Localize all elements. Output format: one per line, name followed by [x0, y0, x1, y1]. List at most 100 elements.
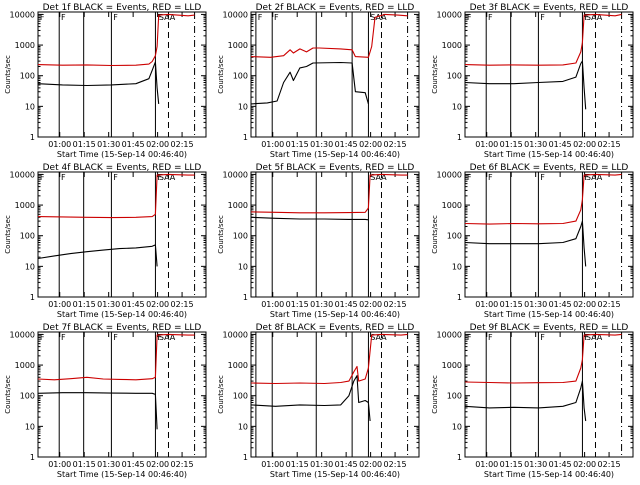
y-axis-label: Counts/sec — [431, 375, 439, 414]
y-tick-label: 10 — [238, 102, 248, 111]
y-tick-label: 10000 — [10, 170, 35, 179]
plot-frame — [37, 331, 207, 458]
x-tick-label: 01:15 — [73, 300, 96, 309]
x-tick-label: 01:45 — [335, 300, 358, 309]
series-line-lld — [37, 13, 195, 67]
y-tick-label: 10000 — [437, 330, 462, 339]
marker-label: F — [40, 173, 45, 182]
y-tick-label: 100 — [447, 392, 462, 401]
marker-label: F — [157, 173, 162, 182]
x-tick-label: 01:45 — [549, 140, 572, 149]
x-tick-label: 01:00 — [48, 460, 71, 469]
x-axis-label: Start Time (15-Sep-14 00:46:40) — [484, 150, 614, 159]
series-line-events — [250, 375, 371, 422]
panel-title: Det 2f BLACK = Events, RED = LLD — [256, 3, 415, 13]
x-tick-label: 02:00 — [573, 460, 596, 469]
series-line-lld — [37, 333, 195, 381]
x-axis-label: Start Time (15-Sep-14 00:46:40) — [57, 310, 187, 319]
marker-label: F — [113, 173, 118, 182]
x-tick-label: 01:30 — [97, 300, 120, 309]
series-line-lld — [250, 333, 408, 385]
series-line-events — [37, 61, 160, 104]
y-tick-label: 10 — [452, 422, 462, 431]
x-tick-label: 02:00 — [573, 300, 596, 309]
marker-label: F — [488, 173, 493, 182]
x-tick-label: 01:30 — [310, 460, 333, 469]
plot-frame — [37, 171, 207, 298]
series-line-lld — [37, 173, 195, 219]
series-line-lld — [464, 333, 622, 384]
y-tick-label: 1 — [30, 453, 35, 462]
y-tick-label: 100 — [20, 392, 35, 401]
panel-title: Det 1f BLACK = Events, RED = LLD — [43, 3, 202, 13]
x-tick-label: 02:15 — [384, 460, 407, 469]
y-tick-label: 1000 — [228, 41, 248, 50]
detector-panel: Det 5f BLACK = Events, RED = LLD 1 10 100 10… — [217, 163, 420, 319]
marker-label: SAA — [370, 13, 387, 22]
marker-label: SAA — [586, 13, 603, 22]
y-tick-label: 100 — [447, 232, 462, 241]
marker-label: SAA — [370, 333, 387, 342]
x-axis-label: Start Time (15-Sep-14 00:46:40) — [57, 470, 187, 479]
x-tick-label: 01:45 — [335, 460, 358, 469]
x-tick-label: 01:15 — [73, 140, 96, 149]
marker-label: SAA — [370, 173, 387, 182]
series-line-lld — [464, 173, 622, 225]
series-line-lld — [464, 13, 622, 66]
marker-label: F — [40, 13, 45, 22]
y-tick-label: 1 — [30, 133, 35, 142]
marker-label: F — [157, 13, 162, 22]
x-tick-label: 02:15 — [171, 300, 194, 309]
detector-panel: Det 9f BLACK = Events, RED = LLD 1 10 100 10… — [431, 323, 634, 479]
series-line-events — [37, 392, 158, 430]
x-tick-label: 01:00 — [475, 460, 498, 469]
panel-title: Det 8f BLACK = Events, RED = LLD — [256, 323, 415, 333]
marker-label: F — [488, 333, 493, 342]
x-tick-label: 02:15 — [171, 140, 194, 149]
x-tick-label: 01:00 — [261, 460, 284, 469]
y-tick-label: 10000 — [437, 10, 462, 19]
panel-title: Det 6f BLACK = Events, RED = LLD — [470, 163, 629, 173]
y-tick-label: 10 — [452, 102, 462, 111]
x-tick-label: 02:00 — [573, 140, 596, 149]
marker-label: F — [584, 13, 589, 22]
x-tick-label: 01:15 — [286, 460, 309, 469]
marker-label: F — [274, 13, 279, 22]
x-tick-label: 01:15 — [500, 460, 523, 469]
series-line-events — [250, 216, 369, 221]
y-tick-label: 1000 — [15, 201, 35, 210]
marker-label: F — [113, 13, 118, 22]
plot-frame — [464, 11, 634, 138]
y-axis-label: Counts/sec — [217, 55, 225, 94]
marker-label: F — [467, 173, 472, 182]
y-tick-label: 100 — [20, 72, 35, 81]
x-tick-label: 01:45 — [335, 140, 358, 149]
marker-label: F — [584, 173, 589, 182]
x-tick-label: 02:00 — [146, 140, 169, 149]
y-tick-label: 10 — [238, 262, 248, 271]
detector-panel: Det 6f BLACK = Events, RED = LLD 1 10 100 10… — [431, 163, 634, 319]
plot-frame — [37, 11, 207, 138]
marker-label: F — [467, 333, 472, 342]
marker-label: SAA — [159, 333, 176, 342]
x-tick-label: 02:15 — [598, 300, 621, 309]
panel-title: Det 4f BLACK = Events, RED = LLD — [43, 163, 202, 173]
y-axis-label: Counts/sec — [431, 55, 439, 94]
y-tick-label: 100 — [233, 392, 248, 401]
marker-label: F — [40, 333, 45, 342]
marker-label: SAA — [159, 13, 176, 22]
plot-frame — [464, 171, 634, 298]
x-tick-label: 01:00 — [475, 140, 498, 149]
marker-label: SAA — [586, 333, 603, 342]
x-tick-label: 01:15 — [286, 300, 309, 309]
y-tick-label: 10 — [25, 422, 35, 431]
y-tick-label: 10000 — [223, 10, 248, 19]
x-tick-label: 02:00 — [359, 460, 382, 469]
x-tick-label: 01:30 — [524, 140, 547, 149]
plot-frame — [250, 171, 420, 298]
y-tick-label: 1 — [243, 133, 248, 142]
y-tick-label: 100 — [233, 72, 248, 81]
x-tick-label: 01:30 — [310, 300, 333, 309]
series-line-lld — [250, 13, 408, 58]
